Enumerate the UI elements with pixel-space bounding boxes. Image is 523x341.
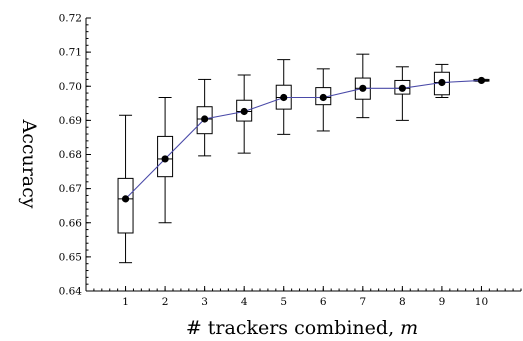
iqr-box [117,177,134,234]
y-tick-label: 0.72 [59,13,82,25]
mean-line [125,79,482,200]
mean-point-m-2 [161,155,169,163]
y-axis-title: Accuracy [18,118,40,208]
x-axis-title-variable: m [400,317,418,339]
mean-point-m-6 [319,93,327,102]
mean-point-m-7 [359,84,367,92]
mean-point-m-8 [398,84,406,92]
y-tick-label: 0.65 [59,251,82,263]
y-tick-label: 0.64 [59,286,83,298]
x-tick-label: 3 [201,296,208,308]
box-m-1 [117,114,134,264]
y-tick-label: 0.69 [59,115,82,127]
box-plot-series [117,53,490,264]
y-axis: 0.64 0.65 0.66 0.67 0.68 0.69 0.70 0.71 0.72 [59,13,91,298]
mean-point-m-4 [240,107,248,116]
x-tick-label: 6 [320,296,327,308]
x-tick-label: 4 [241,296,248,308]
mean-point-m-9 [438,78,446,87]
x-axis: 1 2 3 4 5 6 7 8 9 10 [85,286,522,308]
mean-point-m-10 [477,76,486,85]
y-tick-label: 0.70 [59,81,82,93]
y-tick-label: 0.71 [59,47,82,59]
y-tick-label: 0.68 [59,149,82,161]
mean-point-m-1 [121,195,130,203]
box-m-8 [394,66,411,121]
x-tick-label: 7 [359,296,366,308]
mean-markers [121,76,486,203]
y-tick-label: 0.66 [59,217,83,229]
x-axis-title: # trackers combined, m [186,317,418,339]
mean-point-m-5 [280,93,288,102]
x-tick-label: 1 [122,296,129,308]
x-tick-label: 5 [280,296,287,308]
x-axis-title-text: # trackers combined, [186,317,400,339]
mean-point-m-3 [201,115,209,123]
x-tick-label: 2 [162,296,169,308]
x-tick-label: 9 [439,296,446,308]
x-tick-label: 8 [399,296,406,308]
x-tick-label: 10 [475,296,488,308]
y-tick-label: 0.67 [59,183,82,195]
